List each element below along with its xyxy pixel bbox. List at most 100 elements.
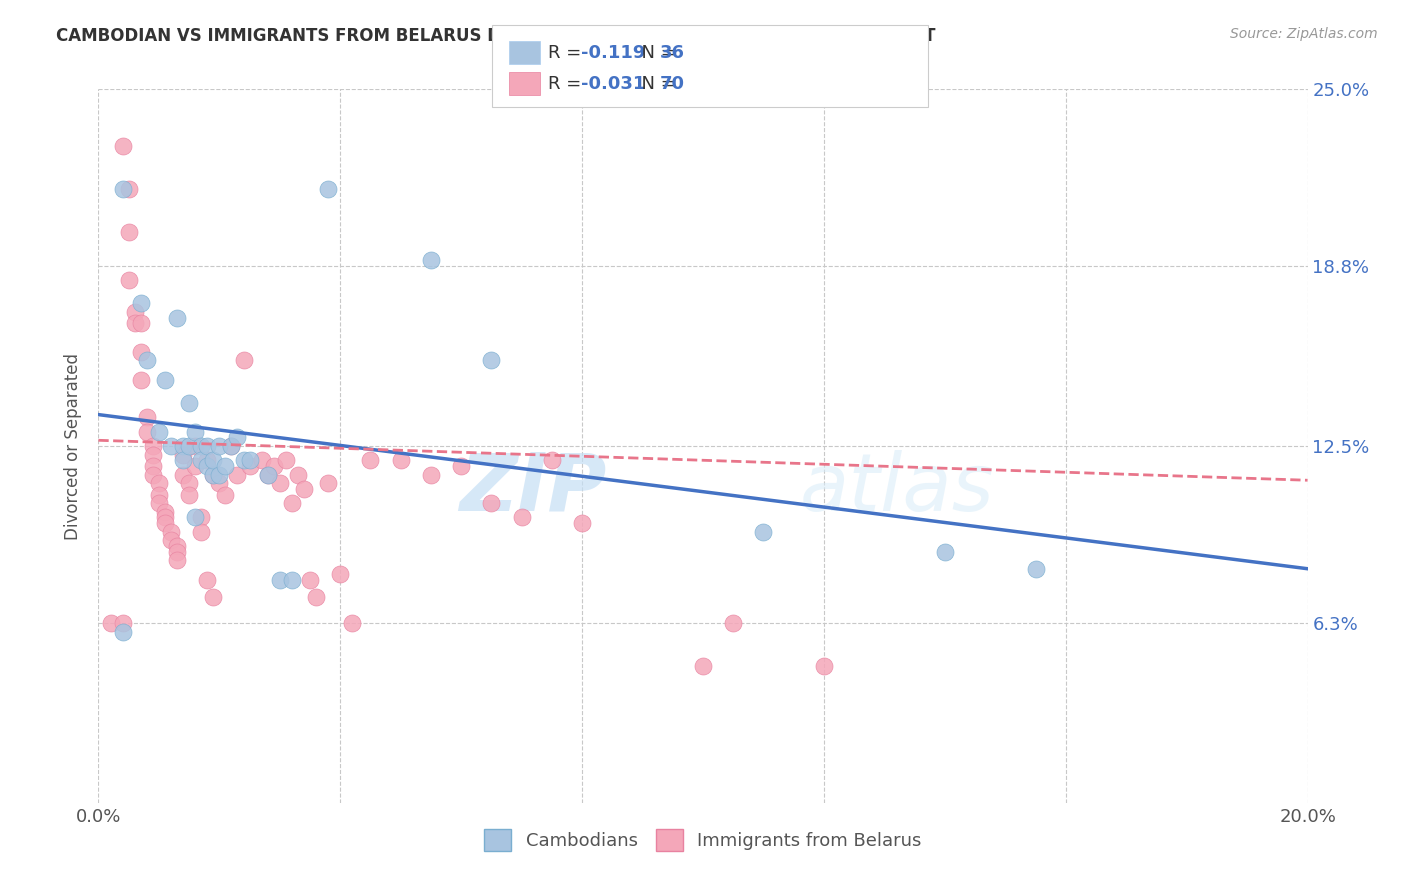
Point [124,316,146,330]
Point [202,467,225,482]
Point [135,425,157,439]
Point [239,458,262,473]
Point [129,344,152,359]
Point [540,453,562,467]
Point [316,476,339,491]
Point [292,482,315,496]
Point [142,458,165,473]
Text: R =: R = [548,44,588,62]
Point [195,453,218,467]
Point [232,353,254,368]
Point [129,316,152,330]
Point [179,476,201,491]
Text: 70: 70 [659,75,685,93]
Point [179,396,201,410]
Point [179,439,201,453]
Point [263,458,285,473]
Point [934,544,956,558]
Point [250,453,273,467]
Point [329,567,352,582]
Point [153,505,176,519]
Point [142,467,165,482]
Point [111,624,134,639]
Point [389,453,412,467]
Point [202,591,225,605]
Point [118,182,141,196]
Point [269,573,291,587]
Point [269,476,291,491]
Point [166,553,188,567]
Point [281,573,304,587]
Point [239,453,262,467]
Text: Source: ZipAtlas.com: Source: ZipAtlas.com [1230,27,1378,41]
Point [172,448,194,462]
Point [195,573,218,587]
Point [208,467,231,482]
Point [274,453,297,467]
Point [142,439,165,453]
Point [148,487,170,501]
Text: N =: N = [630,75,682,93]
Text: -0.119: -0.119 [581,44,645,62]
Point [202,453,225,467]
Point [692,658,714,673]
Point [111,182,134,196]
Point [166,544,188,558]
Point [184,439,207,453]
Point [129,296,152,310]
Text: atlas: atlas [800,450,994,528]
Point [481,353,503,368]
Point [184,510,207,524]
Point [111,615,134,630]
Point [160,524,183,539]
Point [153,516,176,530]
Point [281,496,304,510]
Point [118,225,141,239]
Point [226,467,249,482]
Text: ZIP: ZIP [458,450,606,528]
Point [100,615,122,630]
Point [571,516,593,530]
Point [124,305,146,319]
Point [342,615,364,630]
Point [360,453,382,467]
Point [184,425,207,439]
Point [172,439,194,453]
Point [160,439,183,453]
Text: -0.031: -0.031 [581,75,645,93]
Point [195,439,218,453]
Point [208,439,231,453]
Point [226,430,249,444]
Point [129,373,152,387]
Point [148,425,170,439]
Point [172,453,194,467]
Point [305,591,328,605]
Point [118,273,141,287]
Point [221,439,243,453]
Point [111,139,134,153]
Point [256,467,278,482]
Point [299,573,322,587]
Point [135,353,157,368]
Point [316,182,339,196]
Point [510,510,533,524]
Point [1024,562,1046,576]
Point [153,510,176,524]
Point [287,467,309,482]
Point [256,467,278,482]
Point [142,448,165,462]
Point [148,496,170,510]
Point [420,467,443,482]
Point [190,510,212,524]
Point [190,453,212,467]
Point [153,373,176,387]
Point [166,539,188,553]
Point [190,524,212,539]
Point [221,439,243,453]
Point [160,533,183,548]
Point [190,439,212,453]
Point [723,615,745,630]
Point [135,410,157,425]
Legend: Cambodians, Immigrants from Belarus: Cambodians, Immigrants from Belarus [477,822,929,858]
Point [184,458,207,473]
